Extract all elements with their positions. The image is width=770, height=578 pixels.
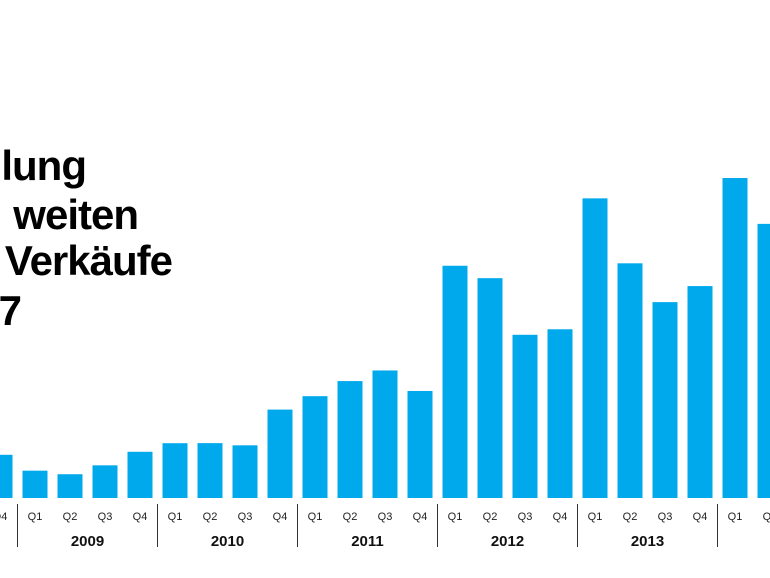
bar — [162, 443, 188, 498]
x-tick-label: Q3 — [378, 511, 393, 523]
x-tick-label: Q4 — [693, 511, 708, 523]
chart-title-line: lung — [1, 142, 86, 189]
x-tick-label: Q3 — [658, 511, 673, 523]
chart-title-line: Verkäufe — [5, 237, 172, 284]
x-tick-label: Q1 — [728, 511, 743, 523]
x-tick-label: Q4 — [273, 511, 288, 523]
x-tick-label: Q4 — [553, 511, 568, 523]
x-tick-label: Q2 — [483, 511, 498, 523]
bar — [57, 474, 83, 498]
x-tick-label: Q3 — [98, 511, 113, 523]
x-tick-label: Q1 — [168, 511, 183, 523]
bar — [722, 178, 748, 498]
year-label: 2010 — [211, 533, 244, 550]
bar — [652, 302, 678, 498]
x-tick-label: Q2 — [63, 511, 78, 523]
bar — [232, 445, 258, 498]
x-tick-label: Q4 — [0, 511, 7, 523]
bar — [582, 198, 608, 499]
x-tick-label: Q1 — [308, 511, 323, 523]
bar — [477, 278, 503, 498]
bar — [687, 286, 713, 498]
year-label: 2012 — [491, 533, 524, 550]
year-label: 2013 — [631, 533, 664, 550]
bar — [22, 470, 48, 498]
bar — [757, 223, 770, 498]
year-label: 2011 — [351, 533, 384, 550]
bar — [127, 451, 153, 498]
x-tick-label: Q1 — [28, 511, 43, 523]
x-tick-label: Q2 — [763, 511, 770, 523]
bar — [0, 454, 13, 498]
bar — [512, 334, 538, 498]
bar — [547, 329, 573, 498]
bar — [372, 370, 398, 498]
x-tick-label: Q1 — [448, 511, 463, 523]
x-tick-label: Q3 — [238, 511, 253, 523]
chart-title-line: 7 — [0, 287, 21, 334]
year-label: 2009 — [71, 533, 104, 550]
bar — [92, 465, 118, 498]
x-tick-label: Q4 — [413, 511, 428, 523]
x-tick-label: Q2 — [623, 511, 638, 523]
x-tick-label: Q2 — [203, 511, 218, 523]
x-tick-label: Q1 — [588, 511, 603, 523]
bar — [337, 381, 363, 498]
bar — [302, 396, 328, 498]
bar — [442, 265, 468, 498]
x-tick-label: Q4 — [133, 511, 148, 523]
bar — [617, 263, 643, 498]
bar — [407, 390, 433, 498]
chart-title-line: weiten — [12, 191, 138, 238]
bar — [267, 409, 293, 498]
x-tick-label: Q3 — [518, 511, 533, 523]
bar — [197, 443, 223, 498]
x-tick-label: Q2 — [343, 511, 358, 523]
